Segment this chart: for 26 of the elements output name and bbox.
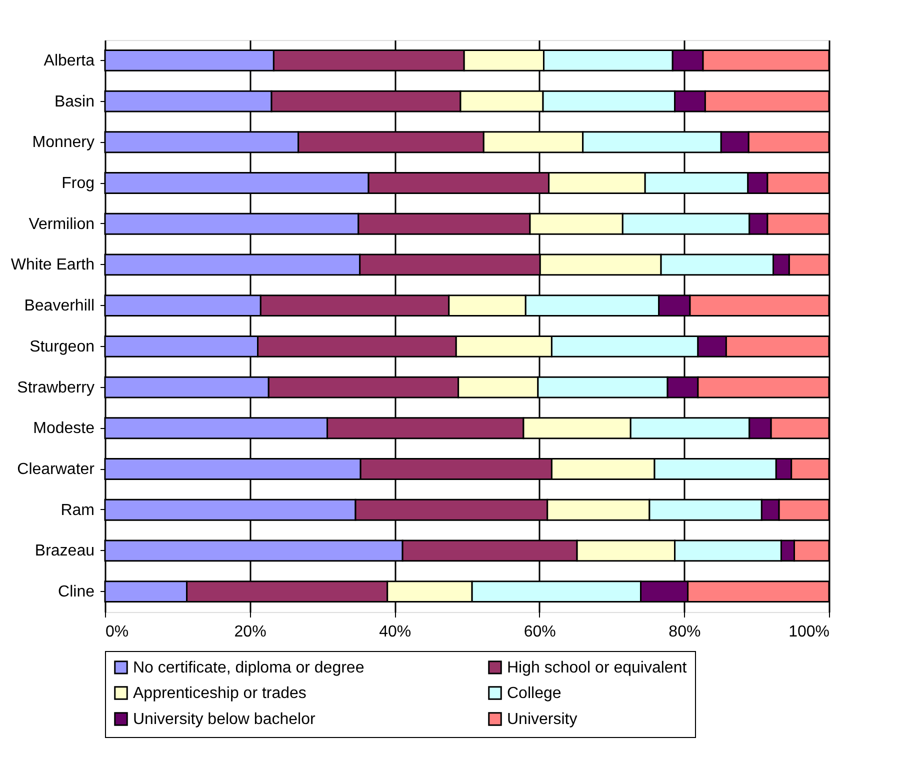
x-tick-label: 0% (106, 624, 129, 640)
y-tick-label: Ram (60, 502, 94, 519)
y-tick-label: White Earth (10, 256, 94, 274)
y-tick-label: Strawberry (17, 379, 94, 396)
legend-label: Apprenticeship or trades (133, 685, 306, 702)
x-tick-label: 100% (788, 624, 830, 640)
y-tick-label: Alberta (44, 52, 95, 70)
x-tick-label: 20% (234, 624, 266, 640)
y-tick-label: Frog (62, 175, 94, 192)
y-tick-label: Basin (54, 93, 94, 110)
y-tick-label: Vermilion (28, 216, 94, 233)
x-tick-label: 60% (524, 624, 556, 640)
legend-label: University (507, 711, 578, 728)
y-tick-label: Sturgeon (30, 338, 94, 356)
x-tick-label: 80% (668, 624, 701, 640)
y-tick-label: Monnery (32, 134, 94, 152)
y-tick-label: Cline (58, 584, 95, 601)
x-tick-label: 40% (379, 624, 412, 640)
y-tick-label: Brazeau (34, 542, 94, 560)
legend-label: College (507, 685, 562, 702)
legend-label: No certificate, diploma or degree (133, 659, 364, 676)
y-tick-label: Clearwater (17, 461, 96, 478)
y-tick-label: Beaverhill (24, 298, 94, 315)
legend-label: High school or equivalent (507, 659, 688, 676)
legend-label: University below bachelor (133, 711, 316, 728)
y-tick-label: Modeste (33, 420, 95, 438)
